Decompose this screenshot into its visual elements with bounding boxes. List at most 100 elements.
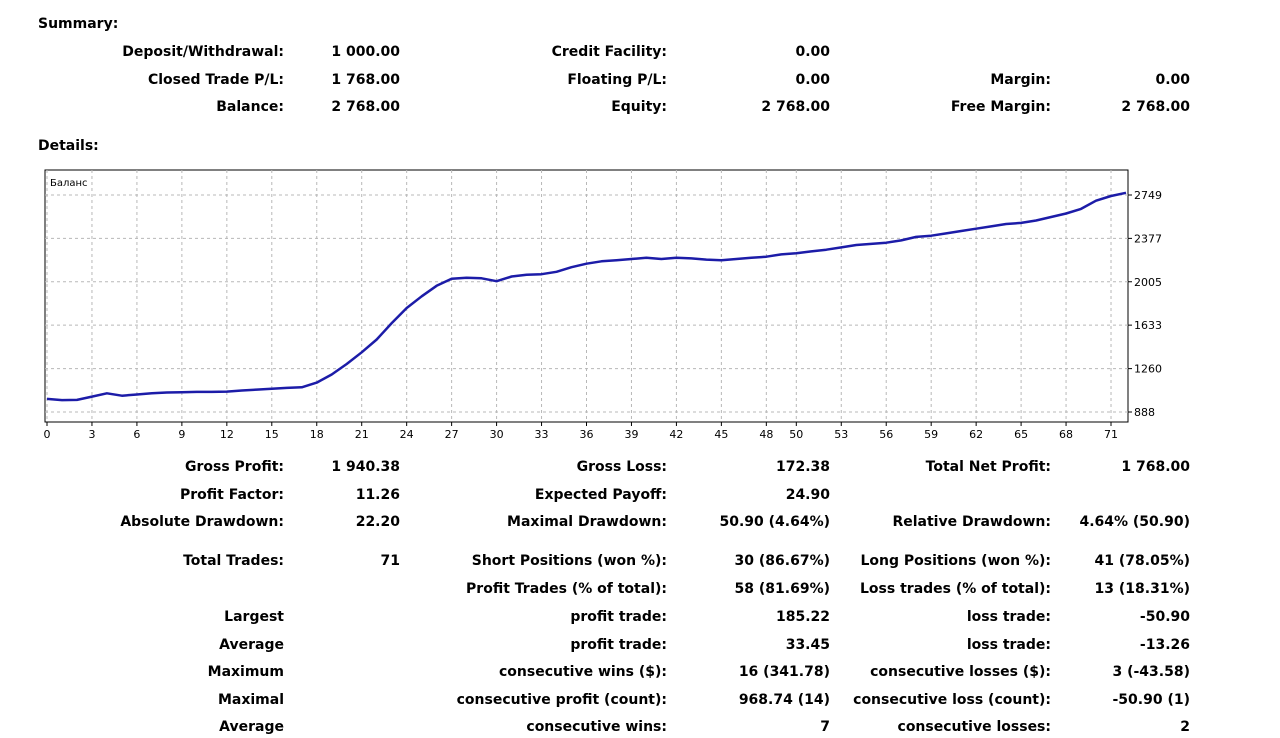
x-tick-label: 71 — [1104, 428, 1118, 441]
x-tick-label: 12 — [220, 428, 234, 441]
free-margin-value: 2 768.00 — [1121, 99, 1190, 115]
y-tick-label: 2749 — [1134, 189, 1162, 202]
maximal-label: Maximal — [217, 692, 284, 708]
max-consecutive-losses-value: 3 (-43.58) — [1112, 664, 1190, 680]
largest-loss-value: -50.90 — [1139, 609, 1190, 625]
short-positions-label: Short Positions (won %): — [471, 553, 667, 569]
average-consecutive-losses-value: 2 — [1180, 719, 1190, 735]
largest-loss-label: loss trade: — [966, 609, 1051, 625]
maximal-drawdown-value: 50.90 (4.64%) — [719, 514, 830, 530]
details-title: Details: — [38, 138, 99, 154]
total-net-profit-label: Total Net Profit: — [925, 459, 1051, 475]
chart-legend: Баланс — [50, 178, 88, 189]
relative-drawdown-value: 4.64% (50.90) — [1079, 514, 1190, 530]
x-tick-label: 59 — [924, 428, 938, 441]
average-consecutive-wins-value: 7 — [820, 719, 830, 735]
average-loss-label: loss trade: — [966, 637, 1051, 653]
profit-factor-value: 11.26 — [355, 487, 400, 503]
maximal-drawdown-label: Maximal Drawdown: — [507, 514, 667, 530]
average-loss-value: -13.26 — [1139, 637, 1190, 653]
free-margin-label: Free Margin: — [950, 99, 1051, 115]
x-tick-label: 56 — [879, 428, 893, 441]
max-consecutive-wins-label: consecutive wins ($): — [498, 664, 667, 680]
deposit-value: 1 000.00 — [331, 44, 400, 60]
y-tick-label: 2377 — [1134, 232, 1162, 245]
short-positions-value: 30 (86.67%) — [734, 553, 830, 569]
summary-title: Summary: — [38, 16, 119, 32]
max-consecutive-losses-label: consecutive losses ($): — [870, 664, 1051, 680]
x-tick-label: 62 — [969, 428, 983, 441]
average-label: Average — [219, 637, 284, 653]
expected-payoff-label: Expected Payoff: — [534, 487, 667, 503]
x-tick-label: 9 — [178, 428, 185, 441]
x-tick-label: 36 — [580, 428, 594, 441]
y-tick-label: 2005 — [1134, 276, 1162, 289]
average-consecutive-label: Average — [219, 719, 284, 735]
equity-label: Equity: — [611, 99, 667, 115]
x-tick-label: 6 — [133, 428, 140, 441]
x-tick-label: 65 — [1014, 428, 1028, 441]
largest-profit-value: 185.22 — [775, 609, 830, 625]
expected-payoff-value: 24.90 — [785, 487, 830, 503]
maximal-consecutive-loss-value: -50.90 (1) — [1112, 692, 1190, 708]
maximum-label: Maximum — [207, 664, 284, 680]
x-tick-label: 21 — [355, 428, 369, 441]
x-tick-label: 30 — [490, 428, 504, 441]
x-tick-label: 68 — [1059, 428, 1073, 441]
total-trades-label: Total Trades: — [183, 553, 284, 569]
y-tick-label: 1633 — [1134, 319, 1162, 332]
x-tick-label: 39 — [624, 428, 638, 441]
gross-profit-label: Gross Profit: — [184, 459, 284, 475]
balance-chart: 0 3 6 9 12 15 18 21 24 27 30 33 36 39 42 45 48 50 53 56 59 62… — [44, 169, 1162, 441]
x-tick-label: 18 — [310, 428, 324, 441]
total-trades-value: 71 — [380, 553, 400, 569]
balance-label: Balance: — [216, 99, 284, 115]
profit-factor-label: Profit Factor: — [179, 487, 284, 503]
loss-trades-value: 13 (18.31%) — [1094, 581, 1190, 597]
long-positions-label: Long Positions (won %): — [860, 553, 1051, 569]
credit-value: 0.00 — [795, 44, 830, 60]
floating-pl-value: 0.00 — [795, 72, 830, 88]
balance-value: 2 768.00 — [331, 99, 400, 115]
y-tick-label: 888 — [1134, 406, 1155, 419]
x-tick-label: 42 — [669, 428, 683, 441]
x-tick-label: 50 — [789, 428, 803, 441]
largest-profit-label: profit trade: — [570, 609, 667, 625]
x-tick-label: 0 — [44, 428, 51, 441]
gross-profit-value: 1 940.38 — [331, 459, 400, 475]
average-profit-label: profit trade: — [570, 637, 667, 653]
credit-label: Credit Facility: — [551, 44, 667, 60]
maximal-consecutive-profit-value: 968.74 (14) — [738, 692, 830, 708]
margin-value: 0.00 — [1155, 72, 1190, 88]
x-tick-label: 53 — [834, 428, 848, 441]
floating-pl-label: Floating P/L: — [567, 72, 667, 88]
average-consecutive-losses-label: consecutive losses: — [897, 719, 1051, 735]
margin-label: Margin: — [990, 72, 1051, 88]
gross-loss-value: 172.38 — [775, 459, 830, 475]
average-profit-value: 33.45 — [785, 637, 830, 653]
x-tick-label: 15 — [265, 428, 279, 441]
long-positions-value: 41 (78.05%) — [1094, 553, 1190, 569]
x-tick-label: 33 — [535, 428, 549, 441]
absolute-drawdown-label: Absolute Drawdown: — [120, 514, 284, 530]
profit-trades-value: 58 (81.69%) — [734, 581, 830, 597]
x-tick-label: 3 — [88, 428, 95, 441]
x-tick-label: 48 — [759, 428, 773, 441]
absolute-drawdown-value: 22.20 — [355, 514, 400, 530]
max-consecutive-wins-value: 16 (341.78) — [738, 664, 830, 680]
total-net-profit-value: 1 768.00 — [1121, 459, 1190, 475]
x-tick-label: 24 — [400, 428, 414, 441]
loss-trades-label: Loss trades (% of total): — [860, 581, 1051, 597]
maximal-consecutive-profit-label: consecutive profit (count): — [456, 692, 667, 708]
average-consecutive-wins-label: consecutive wins: — [526, 719, 667, 735]
relative-drawdown-label: Relative Drawdown: — [892, 514, 1051, 530]
closed-pl-value: 1 768.00 — [331, 72, 400, 88]
gross-loss-label: Gross Loss: — [576, 459, 667, 475]
maximal-consecutive-loss-label: consecutive loss (count): — [853, 692, 1051, 708]
balance-series-line — [46, 191, 1127, 402]
deposit-label: Deposit/Withdrawal: — [122, 44, 284, 60]
y-tick-label: 1260 — [1134, 363, 1162, 376]
x-tick-label: 45 — [714, 428, 728, 441]
equity-value: 2 768.00 — [761, 99, 830, 115]
profit-trades-label: Profit Trades (% of total): — [466, 581, 667, 597]
